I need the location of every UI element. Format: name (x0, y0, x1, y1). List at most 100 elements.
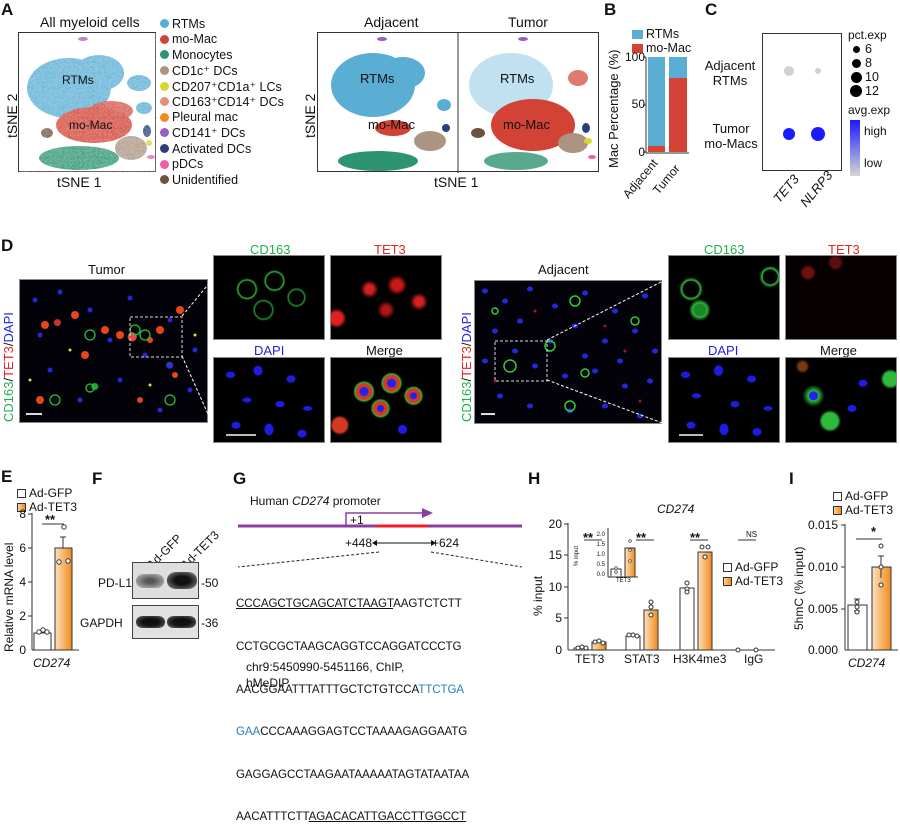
h-sig-stat3: ** (636, 530, 647, 545)
legend-item: CD141⁺ DCs (160, 125, 284, 141)
legend-item: Ad-TET3 (17, 500, 77, 514)
b-legend: RTMs mo-Mac (632, 27, 691, 55)
c-row-adjacent-rtms: Adjacent RTMs (704, 58, 756, 88)
legend-dot (160, 50, 169, 60)
legend-item: CD163⁺CD14⁺ DCs (160, 94, 284, 110)
i-ylabel: 5hmC (% input) (792, 546, 806, 630)
legend-swatch (632, 29, 643, 39)
legend-swatch (632, 43, 643, 53)
legend-item: mo-Mac (632, 41, 691, 55)
h-xtick-stat3: STAT3 (624, 652, 660, 666)
panel-label-e: E (1, 467, 13, 486)
tsne-adjacent-title: Adjacent (364, 14, 419, 30)
seq-line: GAACCCAAAGGAGTCCTAAAAGAGGAATG (236, 725, 468, 739)
d-adjacent-cd163-label: CD163 (704, 242, 745, 257)
f-blot-gapdh (132, 605, 199, 639)
panel-label-g: G (233, 469, 247, 488)
c-color-low: low (864, 156, 883, 170)
h-ylabel: % input (531, 575, 545, 616)
h-ytick-20: 20 (548, 517, 562, 531)
legend-dot (160, 112, 169, 122)
adjacent-label-rtms: RTMs (360, 71, 395, 86)
b-ylabel: Mac Percentage (%) (606, 49, 621, 169)
c-col-nlrp3: NLRP3 (797, 167, 836, 210)
b-ytick-100: 100 (624, 50, 645, 64)
legend-item: Ad-GFP (17, 486, 77, 500)
i-ytick-0010: 0.010 (807, 560, 838, 574)
panel-label-i: I (789, 469, 794, 488)
seq-line: AACGGAATTTATTTGCTCTGTCCATTCTGA (236, 682, 465, 696)
c-row-tumor-momacs: Tumor mo-Macs (704, 121, 758, 151)
tsne-split-scatter (331, 33, 596, 173)
g-sequence: CCCAGCTGCAGCATCTAAGTAAGTCTCTT CCTGCGCTAA… (236, 569, 469, 839)
seq-line: AACATTTCTTAGACACATTGACCTTGGCCT (236, 810, 467, 824)
d-tumor-merge-image (330, 357, 442, 443)
h-sig-igg: NS (746, 530, 758, 539)
e-bar-chart (28, 513, 79, 651)
h-title: CD274 (657, 502, 695, 516)
i-bar-chart (841, 524, 898, 651)
legend-dot (160, 159, 169, 169)
legend-item: Activated DCs (160, 141, 284, 157)
i-significance: * (871, 524, 877, 539)
d-tumor-tet3-image (330, 255, 442, 340)
d-adjacent-dapi-image (668, 357, 780, 443)
b-ytick-50: 50 (631, 97, 645, 111)
e-ytick-2: 2 (19, 609, 26, 623)
panel-label-b: B (604, 0, 617, 19)
g-end-label: +624 (432, 536, 460, 550)
b-stacked-bar-chart (643, 56, 689, 154)
i-legend: Ad-GFP Ad-TET3 (833, 489, 893, 517)
d-adjacent-cd163-image (668, 255, 780, 340)
panel-label-d: D (1, 236, 14, 255)
panel-label-a: A (1, 0, 14, 19)
d-tumor-overview-image (19, 279, 208, 423)
d-adjacent-tet3-image (785, 255, 897, 340)
i-xlabel: CD274 (848, 656, 886, 670)
legend-dot (160, 97, 169, 107)
d-tumor-cd163-image (213, 255, 325, 340)
d-adjacent-merge-image (785, 357, 897, 443)
d-adjacent-merge-label: Merge (820, 343, 857, 358)
c-color-high: high (864, 124, 887, 138)
seq-line: CCCAGCTGCAGCATCTAAGTAAGTCTCTT (236, 597, 462, 611)
c-dots (783, 66, 825, 141)
e-ytick-8: 8 (19, 507, 26, 521)
f-kda-36: -36 (201, 616, 219, 630)
e-significance: ** (45, 512, 56, 527)
h-xtick-igg: IgG (744, 652, 764, 666)
legend-dot (160, 81, 169, 91)
g-tss-label: +1 (350, 513, 364, 527)
h-ytick-10: 10 (548, 580, 562, 594)
d-adjacent-tet3-label: TET3 (828, 242, 860, 257)
legend-item: CD207⁺CD1a⁺ LCs (160, 78, 284, 94)
g-start-label: +448 (345, 536, 373, 550)
legend-item: Pleural mac (160, 110, 284, 126)
legend-swatch-gfp (17, 489, 26, 498)
legend-dot (160, 66, 169, 76)
h-ytick-0: 0 (555, 643, 562, 657)
tsne-split-plot: RTMs mo-Mac RTMs mo-Mac (317, 32, 599, 173)
e-ytick-6: 6 (19, 541, 26, 555)
legend-item: mo-Mac (160, 32, 284, 48)
h-xtick-tet3: TET3 (575, 652, 605, 666)
d-tumor-merge-label: Merge (366, 343, 403, 358)
h-xtick-h3k4me3: H3K4me3 (673, 652, 727, 666)
legend-item: RTMs (160, 16, 284, 32)
panel-label-c: C (705, 0, 718, 19)
tsne-all-scatter (19, 33, 157, 173)
g-title: Human CD274 promoter (250, 494, 381, 508)
d-adjacent-dapi-label: DAPI (708, 343, 739, 358)
legend-item: CD1c⁺ DCs (160, 63, 284, 79)
h-bar-chart (564, 523, 775, 653)
seq-line: GAGGAGCCTAAGAATAAAAATAGTATAATAA (236, 767, 470, 781)
legend-item: Ad-GFP (833, 489, 893, 503)
d-tumor-tet3-label: TET3 (374, 242, 406, 257)
panel-label-h: H (528, 469, 541, 488)
h-legend: Ad-GFP Ad-TET3 (723, 560, 783, 588)
h-inset-yticks: 2.0 1.5 1.0 0.5 0.0 (596, 532, 605, 578)
d-tumor-title: Tumor (88, 262, 126, 277)
tsne-tumor-title: Tumor (508, 14, 548, 30)
c-color-legend-title: avg.exp (848, 103, 891, 117)
legend-dot (160, 175, 169, 185)
